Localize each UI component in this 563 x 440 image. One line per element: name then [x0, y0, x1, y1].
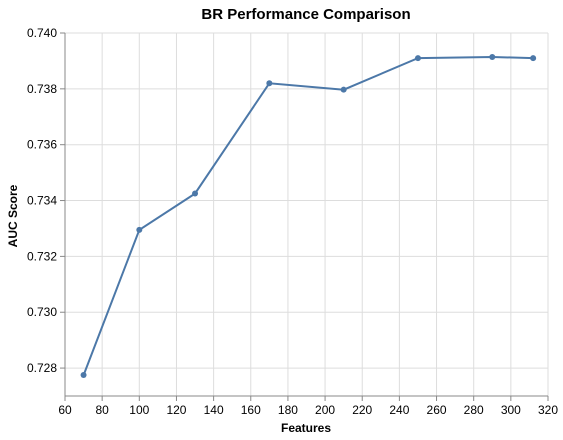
x-tick-label: 160: [241, 403, 261, 417]
data-point: [136, 226, 143, 233]
y-tick-label: 0.736: [27, 138, 57, 152]
series: [80, 54, 537, 379]
x-tick-label: 80: [95, 403, 109, 417]
x-tick-label: 220: [352, 403, 372, 417]
y-axis-title: AUC Score: [6, 184, 20, 247]
x-tick-label: 200: [315, 403, 335, 417]
y-tick-label: 0.734: [27, 194, 57, 208]
x-tick-label: 260: [427, 403, 447, 417]
y-tick-label: 0.728: [27, 361, 57, 375]
data-point: [266, 80, 273, 87]
x-tick-label: 300: [501, 403, 521, 417]
x-tick-label: 140: [204, 403, 224, 417]
data-point: [414, 55, 421, 62]
data-point: [192, 190, 199, 197]
data-point: [340, 86, 347, 93]
y-tick-label: 0.740: [27, 26, 57, 40]
x-tick-label: 100: [129, 403, 149, 417]
x-tick-label: 120: [166, 403, 186, 417]
y-tick-label: 0.738: [27, 82, 57, 96]
series-line: [82, 55, 534, 376]
chart-title: BR Performance Comparison: [201, 6, 410, 23]
y-tick-label: 0.732: [27, 249, 57, 263]
data-point: [80, 372, 87, 379]
data-point: [530, 55, 537, 62]
data-point: [489, 54, 496, 61]
x-tick-label: 240: [389, 403, 409, 417]
x-axis-title: Features: [281, 421, 331, 435]
axes: 60 80 100 120 140 160 180 200 220 240 260 280 300 320…: [27, 26, 558, 417]
x-tick-label: 60: [58, 403, 72, 417]
x-tick-label: 320: [538, 403, 558, 417]
grid: [64, 32, 549, 396]
y-tick-label: 0.730: [27, 305, 57, 319]
x-tick-label: 280: [464, 403, 484, 417]
x-tick-label: 180: [278, 403, 298, 417]
